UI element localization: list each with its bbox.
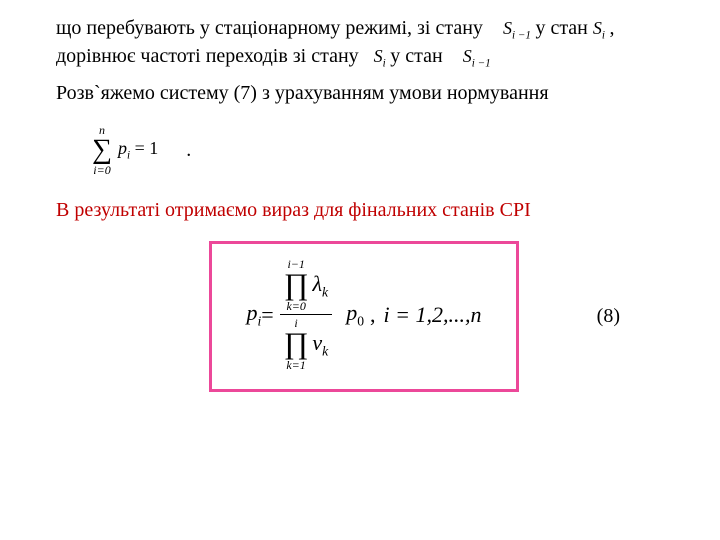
- eq8-p0: p0: [346, 299, 364, 329]
- normalization-sum: n ∑ i=0 pi = 1 .: [92, 124, 191, 176]
- nu-k: νk: [312, 329, 328, 359]
- p1-text-4: у стан: [390, 45, 442, 67]
- eq8-range: i = 1,2,...,n: [384, 301, 482, 329]
- prod-bottom: i ∏ k=1: [284, 317, 309, 371]
- equation-8: pi = i−1 ∏ k=0 λk: [246, 258, 481, 371]
- sym-s-i-minus-1-b: Si −1: [463, 46, 491, 66]
- paragraph-2: Розв`яжемо систему (7) з урахуванням умо…: [56, 81, 672, 106]
- equation-8-row: pi = i−1 ∏ k=0 λk: [56, 241, 672, 392]
- eq8-denominator: i ∏ k=1 νk: [280, 317, 333, 371]
- sum-period: .: [186, 138, 191, 163]
- paragraph-1: що перебувають у стаціонарному режимі, з…: [56, 16, 672, 71]
- fraction-bar: [280, 314, 333, 315]
- sym-s-i-a: Si: [593, 18, 610, 38]
- eq8-comma: ,: [370, 301, 376, 329]
- eq8-fraction: i−1 ∏ k=0 λk i ∏ k=1: [280, 258, 333, 371]
- eq8-equals: =: [261, 301, 273, 329]
- equation-number-8: (8): [597, 304, 620, 329]
- eq8-lhs: pi: [246, 299, 261, 329]
- equation-8-box: pi = i−1 ∏ k=0 λk: [209, 241, 518, 392]
- p1-text-2: у стан: [535, 17, 587, 39]
- sum-body: pi = 1: [118, 137, 158, 164]
- sym-s-i-b: Si: [374, 46, 391, 66]
- prod-top: i−1 ∏ k=0: [284, 258, 309, 312]
- lambda-k: λk: [313, 270, 329, 300]
- sum-operator: n ∑ i=0: [92, 124, 112, 176]
- p1-text-1: що перебувають у стаціонарному режимі, з…: [56, 17, 483, 39]
- sym-s-i-minus-1-a: Si −1: [503, 18, 536, 38]
- result-sentence: В результаті отримаємо вираз для фінальн…: [56, 198, 672, 223]
- eq8-numerator: i−1 ∏ k=0 λk: [280, 258, 332, 312]
